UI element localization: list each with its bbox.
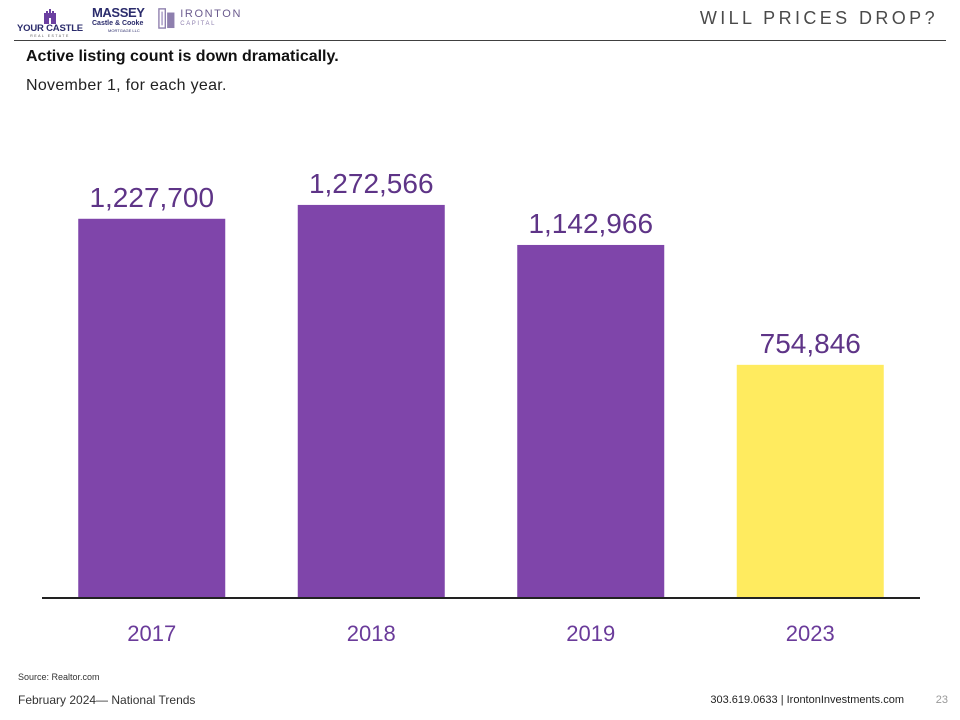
- x-tick-label-2018: 2018: [347, 621, 396, 646]
- footer-date: February 2024— National Trends: [18, 693, 196, 707]
- building-icon: [158, 8, 175, 29]
- massey-logo-company: Castle & Cooke: [92, 20, 144, 27]
- castle-icon: [44, 9, 56, 24]
- ironton-logo-name: IRONTON: [180, 8, 242, 20]
- source-note: Source: Realtor.com: [18, 672, 100, 682]
- data-label-2023: 754,846: [760, 328, 861, 359]
- bar-chart: 1,227,700 2017 1,272,566 2018 1,142,966 2019 7…: [42, 168, 920, 646]
- data-label-2018: 1,272,566: [309, 168, 434, 199]
- footer-contact: 303.619.0633 | IrontonInvestments.com: [710, 694, 904, 706]
- slide-title: WILL PRICES DROP?: [699, 8, 938, 28]
- bar-2023: [736, 364, 884, 598]
- x-tick-label-2017: 2017: [127, 621, 176, 646]
- bar-2017: [78, 218, 226, 599]
- data-label-2019: 1,142,966: [528, 208, 653, 239]
- massey-logo-subtext: MORTGAGE LLC: [108, 28, 140, 33]
- chart-subtitle: Active listing count is down dramaticall…: [26, 48, 339, 65]
- bar-2018: [297, 204, 445, 598]
- your-castle-logo-subtext: REAL ESTATE: [30, 34, 70, 38]
- ironton-logo: IRONTON CAPITAL: [158, 6, 242, 30]
- x-tick-label-2019: 2019: [566, 621, 615, 646]
- bar-2019: [517, 244, 665, 598]
- logo-group: YOUR CASTLE REAL ESTATE MASSEY Castle & …: [14, 6, 242, 40]
- x-tick-label-2023: 2023: [786, 621, 835, 646]
- page-number: 23: [935, 694, 948, 706]
- header-divider: [14, 40, 946, 41]
- massey-logo: MASSEY Castle & Cooke MORTGAGE LLC: [92, 5, 152, 34]
- your-castle-logo: YOUR CASTLE REAL ESTATE: [14, 6, 86, 39]
- ironton-logo-subtext: CAPITAL: [180, 21, 217, 27]
- data-label-2017: 1,227,700: [89, 182, 214, 213]
- chart-note: November 1, for each year.: [26, 77, 227, 94]
- your-castle-logo-text: YOUR CASTLE: [17, 23, 83, 34]
- massey-logo-name: MASSEY: [92, 5, 145, 20]
